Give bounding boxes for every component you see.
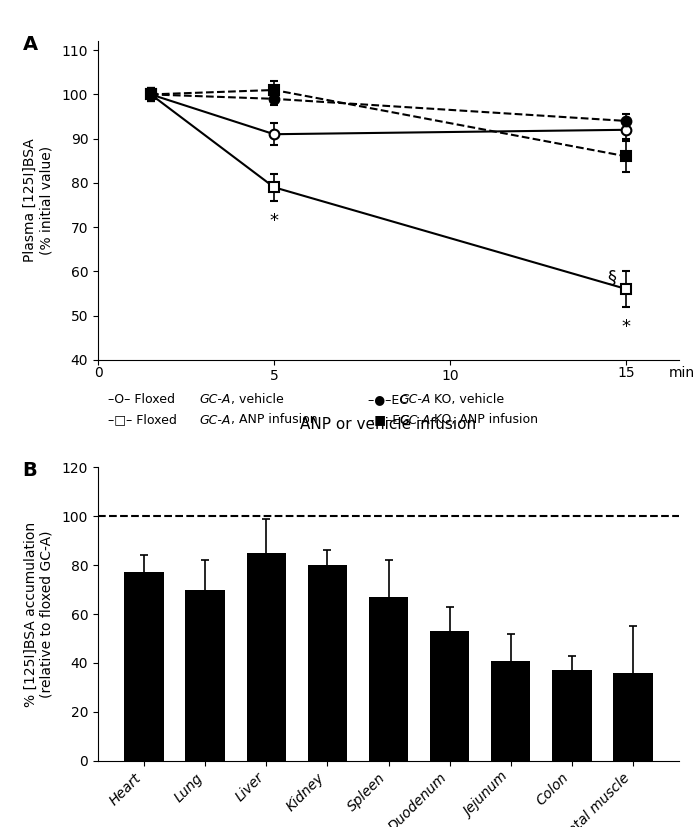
Bar [186, 590, 225, 761]
Bar [246, 553, 286, 761]
Text: *: * [622, 318, 631, 336]
Text: –□– Floxed: –□– Floxed [108, 414, 181, 427]
Text: 0: 0 [94, 366, 102, 380]
Text: ANP or vehicle infusion: ANP or vehicle infusion [300, 417, 477, 432]
Bar [125, 572, 164, 761]
Text: –O– Floxed: –O– Floxed [108, 393, 179, 406]
Text: min: min [668, 366, 694, 380]
Bar [613, 673, 652, 761]
Text: GC-A: GC-A [399, 414, 430, 427]
Text: A: A [22, 35, 38, 54]
Bar [369, 597, 408, 761]
Y-axis label: % [125I]BSA accumulation
(relative to floxed GC-A): % [125I]BSA accumulation (relative to fl… [23, 522, 54, 706]
Text: –■–EC: –■–EC [368, 414, 412, 427]
Text: KO, vehicle: KO, vehicle [430, 393, 504, 406]
Text: GC-A: GC-A [199, 393, 231, 406]
Text: GC-A: GC-A [399, 393, 430, 406]
Text: B: B [22, 461, 37, 480]
Bar [552, 671, 592, 761]
Text: §: § [608, 269, 617, 287]
Text: GC-A: GC-A [199, 414, 231, 427]
Text: 15: 15 [617, 366, 635, 380]
Bar [430, 631, 470, 761]
Text: KO, ANP infusion: KO, ANP infusion [430, 414, 538, 427]
Bar [491, 661, 531, 761]
Bar [307, 565, 347, 761]
Text: , ANP infusion: , ANP infusion [231, 414, 318, 427]
Text: –●–EC: –●–EC [368, 393, 412, 406]
Text: , vehicle: , vehicle [231, 393, 284, 406]
Text: *: * [270, 212, 279, 230]
Y-axis label: Plasma [125I]BSA
(% initial value): Plasma [125I]BSA (% initial value) [23, 139, 53, 262]
